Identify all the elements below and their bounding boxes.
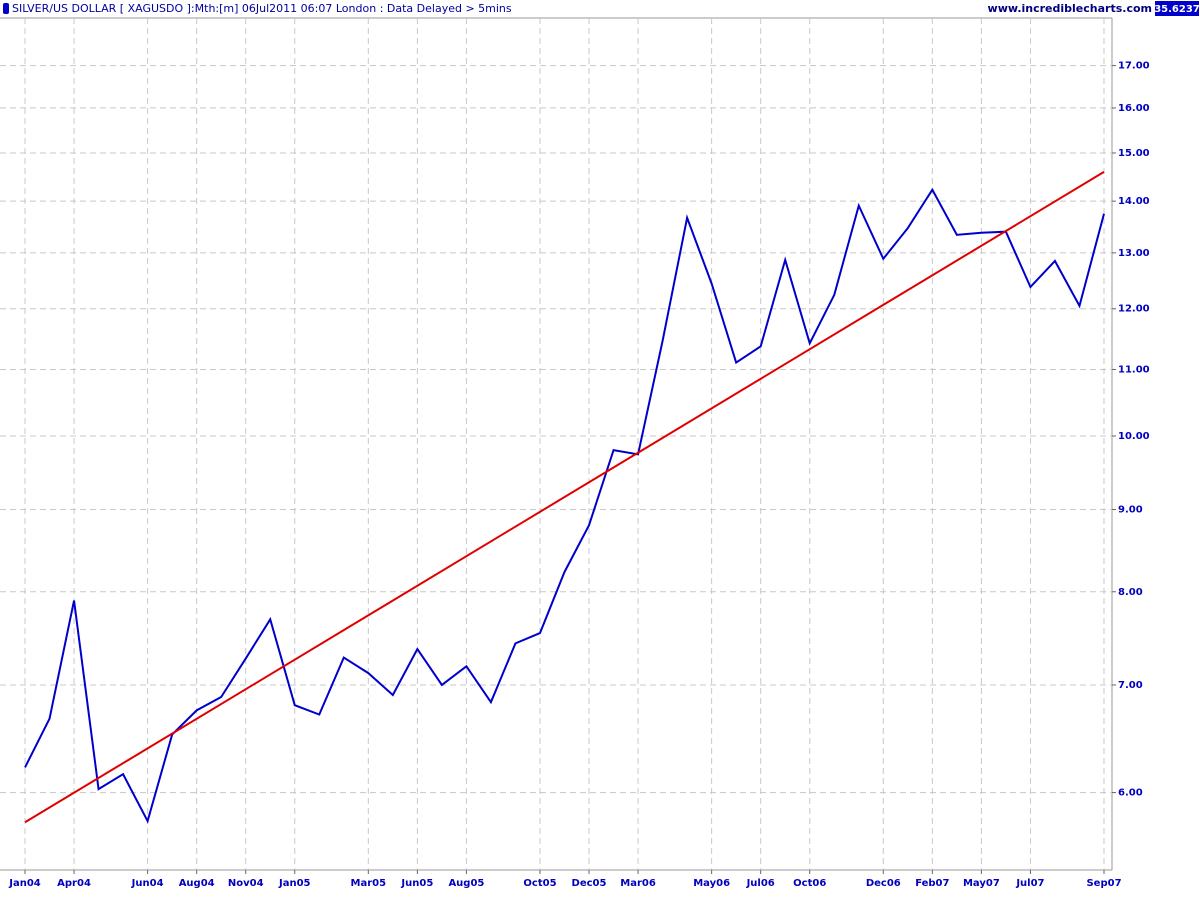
x-tick-label: Feb07	[915, 878, 949, 889]
x-tick-label: Dec05	[572, 878, 607, 889]
x-tick-label: Jun04	[131, 878, 164, 889]
y-tick-label: 6.00	[1118, 788, 1143, 799]
site-name: www.incrediblecharts.com	[988, 2, 1152, 15]
x-tick-label: Oct06	[793, 878, 826, 889]
x-tick-label: Mar05	[351, 878, 387, 889]
y-tick-label: 17.00	[1118, 61, 1150, 72]
trend-line	[24, 170, 1105, 824]
chart-title: SILVER/US DOLLAR [ XAGUSDO ]:Mth:[m] 06J…	[12, 2, 512, 15]
x-tick-label: May07	[963, 878, 1000, 889]
y-tick-label: 16.00	[1118, 103, 1150, 114]
series-marker	[3, 3, 9, 14]
x-tick-label: Jul06	[746, 878, 775, 889]
x-tick-label: Jan04	[8, 878, 41, 889]
y-tick-label: 11.00	[1118, 364, 1150, 375]
x-tick-label: Aug05	[448, 878, 484, 889]
x-tick-label: Sep07	[1086, 878, 1121, 889]
x-tick-label: May06	[693, 878, 730, 889]
y-tick-label: 7.00	[1118, 680, 1143, 691]
y-tick-label: 15.00	[1118, 148, 1150, 159]
y-tick-label: 13.00	[1118, 248, 1150, 259]
x-tick-label: Nov04	[228, 878, 264, 889]
x-tick-label: Dec06	[866, 878, 901, 889]
x-tick-label: Jan05	[278, 878, 311, 889]
x-tick-label: Jun05	[400, 878, 433, 889]
x-tick-label: Mar06	[620, 878, 656, 889]
x-tick-label: Jul07	[1015, 878, 1044, 889]
x-tick-label: Aug04	[179, 878, 215, 889]
price-line	[24, 187, 1105, 824]
last-value-box	[1155, 1, 1199, 16]
y-tick-label: 14.00	[1118, 196, 1150, 207]
x-tick-label: Apr04	[57, 878, 91, 889]
y-tick-label: 8.00	[1118, 587, 1143, 598]
y-tick-label: 12.00	[1118, 304, 1150, 315]
x-tick-label: Oct05	[523, 878, 556, 889]
y-tick-label: 9.00	[1118, 505, 1143, 516]
last-value: 35.6237	[1154, 4, 1200, 15]
y-tick-label: 10.00	[1118, 431, 1150, 442]
